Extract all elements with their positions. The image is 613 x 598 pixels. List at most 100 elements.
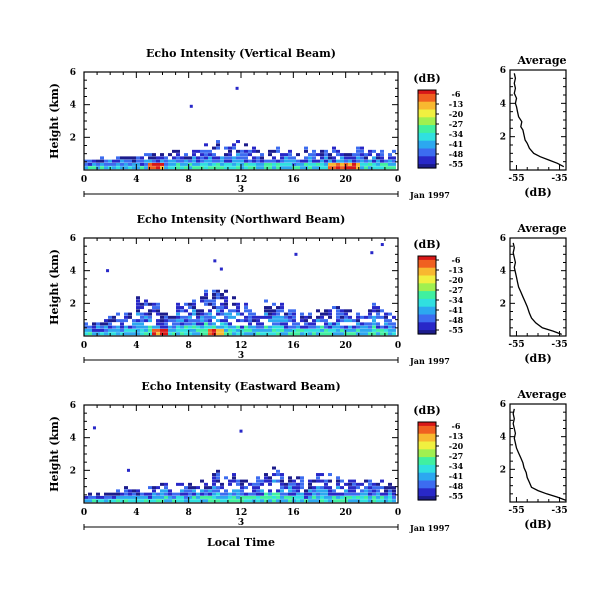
echo-cell [92, 325, 96, 329]
echo-cell [284, 482, 288, 486]
colorbar-label: -6 [452, 89, 461, 99]
echo-cell [288, 492, 292, 496]
echo-cell [248, 162, 252, 166]
echo-cell [204, 325, 208, 329]
colorbar-step [418, 160, 436, 163]
echo-cell [100, 499, 104, 503]
colorbar-step [418, 482, 436, 485]
echo-cell [384, 325, 388, 329]
echo-cell [264, 306, 268, 310]
echo-cell [256, 325, 260, 329]
echo-cell [160, 156, 164, 160]
echo-cell [260, 482, 264, 486]
echo-cell [116, 328, 120, 332]
echo-cell [220, 332, 224, 336]
echo-cell [360, 328, 364, 332]
echo-cell [320, 325, 324, 329]
echo-cell [244, 143, 248, 147]
echo-cell [384, 162, 388, 166]
echo-cell [332, 159, 336, 163]
colorbar-step [418, 107, 436, 111]
echo-cell [236, 328, 240, 332]
x-tick-label: 0 [395, 508, 401, 518]
echo-cell [156, 159, 160, 163]
echo-cell [332, 322, 336, 326]
echo-cell [352, 499, 356, 503]
echo-cell [112, 325, 116, 329]
profile-line [513, 73, 565, 168]
echo-cell [108, 328, 112, 332]
echo-cell [224, 319, 228, 323]
echo-cell [208, 309, 212, 313]
colorbar-label: -20 [449, 441, 464, 451]
echo-cell [124, 166, 128, 170]
echo-cell [272, 312, 276, 316]
echo-cell [212, 153, 216, 157]
echo-cell [276, 322, 280, 326]
echo-cell [296, 492, 300, 496]
colorbar-step [418, 494, 436, 497]
echo-cell [212, 479, 216, 483]
echo-cell [92, 159, 96, 163]
echo-cell [220, 328, 224, 332]
echo-cell [196, 492, 200, 496]
echo-cell [352, 156, 356, 160]
echo-cell [84, 495, 88, 499]
echo-cell [236, 156, 240, 160]
echo-cell [212, 289, 216, 293]
echo-cell [144, 328, 148, 332]
echo-cell [224, 495, 228, 499]
echo-cell [164, 489, 168, 493]
echo-cell [324, 489, 328, 493]
echo-cell [236, 306, 240, 310]
echo-cell [88, 325, 92, 329]
echo-cell [384, 315, 388, 319]
echo-cell [244, 302, 248, 306]
echo-cell [348, 479, 352, 483]
date-day-label: 3 [238, 185, 244, 195]
echo-cell [364, 156, 368, 160]
colorbar-step [418, 451, 436, 454]
colorbar-step [418, 320, 436, 323]
echo-cell [176, 156, 180, 160]
echo-cell [220, 492, 224, 496]
echo-cell [328, 153, 332, 157]
echo-cell [104, 492, 108, 496]
echo-cell [152, 156, 156, 160]
echo-cell [156, 319, 160, 323]
echo-cell [148, 332, 152, 336]
echo-cell [184, 332, 188, 336]
echo-cell [356, 315, 360, 319]
echo-cell [208, 162, 212, 166]
echo-cell [152, 162, 156, 166]
colorbar-step [418, 162, 436, 165]
colorbar-step [418, 496, 436, 499]
echo-cell [292, 495, 296, 499]
echo-cell [368, 328, 372, 332]
echo-cell [372, 482, 376, 486]
echo-cell [248, 482, 252, 486]
echo-cell [260, 325, 264, 329]
echo-cell [148, 486, 152, 490]
echo-cell [96, 162, 100, 166]
echo-cell [256, 486, 260, 490]
echo-cell [376, 166, 380, 170]
echo-cell [388, 492, 392, 496]
echo-point [92, 426, 96, 430]
echo-cell [156, 322, 160, 326]
echo-cell [200, 325, 204, 329]
echo-cell [156, 156, 160, 160]
echo-cell [372, 499, 376, 503]
echo-cell [200, 159, 204, 163]
echo-cell [236, 499, 240, 503]
echo-cell [184, 159, 188, 163]
echo-cell [148, 319, 152, 323]
echo-cell [304, 159, 308, 163]
echo-cell [300, 482, 304, 486]
echo-cell [208, 159, 212, 163]
echo-cell [324, 495, 328, 499]
colorbar-step [418, 109, 436, 113]
echo-cell [344, 156, 348, 160]
echo-cell [120, 328, 124, 332]
